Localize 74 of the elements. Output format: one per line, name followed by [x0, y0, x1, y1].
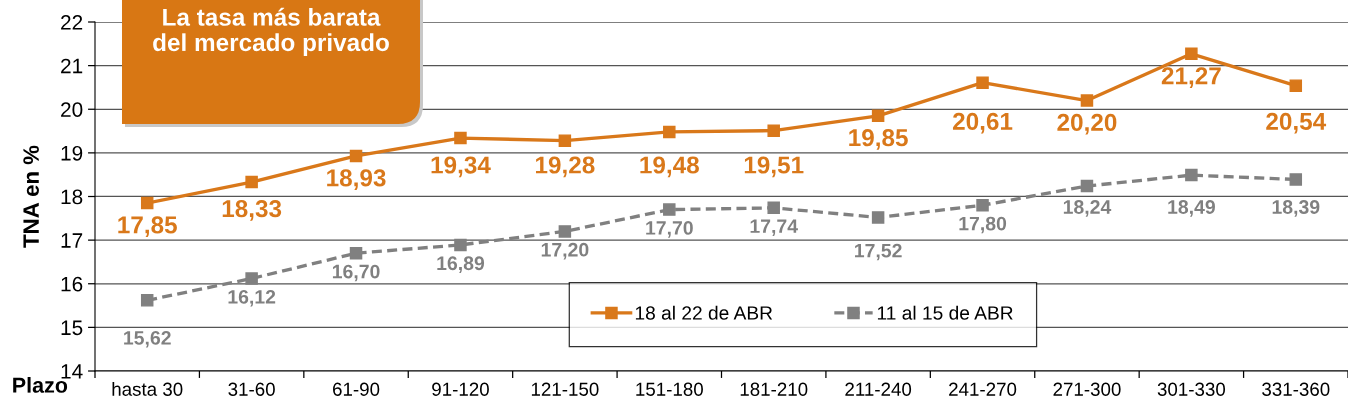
data-label: 20,20 [1057, 113, 1117, 135]
point [349, 149, 363, 163]
data-label: 19,51 [744, 156, 804, 178]
point [349, 246, 363, 260]
y-tick-label: 14 [61, 364, 83, 379]
data-label: 18,39 [1272, 200, 1320, 217]
data-label: 17,80 [959, 216, 1007, 234]
point [976, 76, 989, 89]
y-tick-label: 21 [61, 58, 83, 74]
x-tick-label: 61-90 [333, 382, 380, 396]
x-tick-label: 301-330 [1157, 382, 1226, 396]
x-tick-label: 211-240 [845, 382, 912, 396]
data-label: 17,74 [750, 219, 798, 236]
y-tick-label: 19 [61, 145, 83, 161]
point [1289, 79, 1303, 92]
x-tick-label: 121-150 [531, 382, 599, 396]
x-tick-label: 31-60 [228, 382, 275, 396]
data-label: 21,27 [1161, 67, 1221, 88]
y-tick-label: 20 [61, 102, 83, 117]
x-tick-label: 91-120 [432, 382, 489, 396]
data-label: 16,89 [437, 256, 485, 273]
data-label: 15,62 [124, 330, 171, 348]
x-tick-label: 271-300 [1053, 382, 1121, 396]
y-tick-label: 15 [61, 320, 83, 336]
y-axis-title: TNA en % [23, 145, 39, 248]
point [245, 175, 258, 189]
point [767, 201, 780, 215]
x-tick-label: 181-210 [740, 382, 808, 396]
y-tick-label: 16 [61, 276, 83, 292]
point [245, 272, 258, 285]
data-label: 17,20 [541, 242, 589, 260]
point [976, 198, 989, 212]
data-label: 19,28 [536, 156, 595, 178]
data-label: 18,24 [1063, 200, 1112, 217]
data-label: 18,33 [222, 200, 282, 221]
data-label: 18,49 [1168, 200, 1215, 217]
point [454, 238, 467, 252]
x-tick-label: 241-270 [949, 382, 1017, 396]
point [454, 131, 467, 145]
y-tick-label: 22 [61, 15, 83, 30]
y-tick-label: 17 [61, 233, 83, 248]
point [663, 125, 676, 139]
data-label: 19,85 [849, 129, 908, 150]
y-tick-label: 18 [61, 189, 83, 205]
x-tick-label: hasta 30 [112, 382, 183, 396]
x-axis-title: Plazo [13, 377, 68, 393]
point [1185, 168, 1198, 182]
data-label: 20,61 [952, 112, 1013, 134]
point [140, 196, 154, 210]
x-tick-label: 331-360 [1262, 382, 1330, 396]
data-label: 20,54 [1266, 112, 1327, 134]
point [1080, 179, 1094, 193]
point [871, 109, 885, 123]
data-label: 16,12 [228, 289, 276, 307]
legend-label: 11 al 15 de ABR [877, 305, 1013, 320]
point [1080, 94, 1094, 107]
data-label: 18,93 [327, 169, 386, 190]
data-label: 19,34 [431, 156, 491, 178]
point [1289, 173, 1303, 186]
point [1185, 47, 1198, 61]
point [558, 225, 572, 238]
point [140, 294, 154, 307]
data-label: 16,70 [332, 264, 380, 282]
data-label: 17,70 [646, 221, 693, 238]
legend-label: 18 al 22 de ABR [635, 305, 773, 320]
point [871, 211, 885, 224]
data-label: 17,52 [855, 243, 902, 261]
point [663, 203, 676, 216]
annotation: La tasa más barata del mercado privado [153, 7, 389, 56]
x-tick-label: 151-180 [636, 382, 703, 396]
point [767, 124, 780, 137]
point [558, 134, 572, 147]
data-label: 19,48 [640, 156, 699, 178]
data-label: 17,85 [118, 216, 177, 238]
